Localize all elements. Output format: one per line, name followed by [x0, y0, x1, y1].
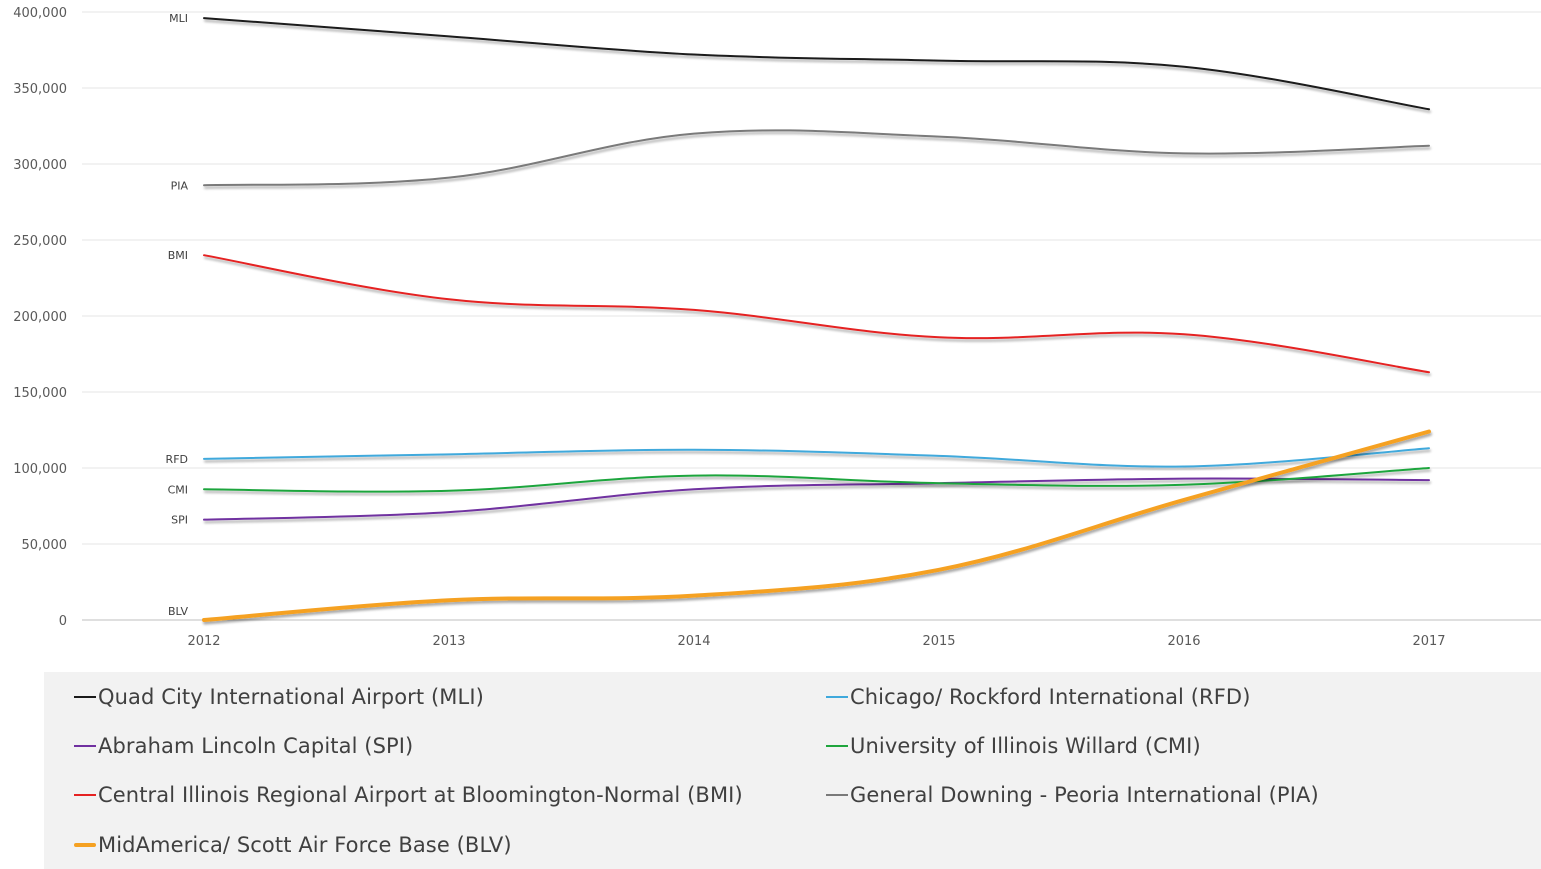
series-label-bmi: BMI [168, 249, 188, 262]
legend-item-pia: General Downing - Peoria International (… [826, 782, 1319, 808]
x-tick-label: 2014 [677, 634, 710, 649]
legend-item-bmi: Central Illinois Regional Airport at Blo… [74, 782, 743, 808]
series-line-mli [203, 17, 1430, 111]
y-tick-label: 350,000 [13, 82, 67, 97]
x-tick-label: 2012 [187, 634, 220, 649]
legend-swatch-cmi [826, 745, 848, 747]
legend-label-cmi: University of Illinois Willard (CMI) [850, 734, 1201, 758]
chart-area: 0 50,000 100,000 150,000 200,000 250,000 300,0… [13, 6, 1541, 649]
legend-swatch-pia [826, 794, 848, 796]
y-tick-label: 400,000 [13, 6, 67, 21]
legend: Quad City International Airport (MLI) Ch… [44, 672, 1541, 869]
y-tick-label: 50,000 [22, 538, 68, 553]
series-label-pia: PIA [171, 179, 189, 192]
legend-swatch-bmi [74, 794, 96, 796]
series-line-blv [202, 429, 1431, 622]
y-tick-label: 200,000 [13, 310, 67, 325]
series-lines [202, 17, 1431, 622]
y-tick-label: 100,000 [13, 462, 67, 477]
legend-label-mli: Quad City International Airport (MLI) [98, 685, 484, 709]
legend-label-pia: General Downing - Peoria International (… [850, 783, 1319, 807]
series-label-spi: SPI [171, 514, 188, 527]
x-tick-label: 2013 [432, 634, 465, 649]
legend-label-spi: Abraham Lincoln Capital (SPI) [98, 734, 414, 758]
series-start-labels: MLI RFD SPI CMI BMI PIA BLV [166, 12, 189, 618]
legend-label-bmi: Central Illinois Regional Airport at Blo… [98, 783, 743, 807]
series-label-blv: BLV [168, 605, 188, 618]
legend-item-spi: Abraham Lincoln Capital (SPI) [74, 733, 413, 759]
line-chart: 0 50,000 100,000 150,000 200,000 250,000 300,0… [13, 6, 1541, 649]
y-tick-label: 300,000 [13, 158, 67, 173]
series-line-spi [203, 477, 1430, 521]
x-tick-label: 2015 [922, 634, 955, 649]
legend-label-blv: MidAmerica/ Scott Air Force Base (BLV) [98, 833, 512, 857]
legend-item-mli: Quad City International Airport (MLI) [74, 684, 484, 710]
legend-swatch-spi [74, 745, 96, 747]
x-tick-label: 2017 [1412, 634, 1445, 649]
series-label-cmi: CMI [168, 483, 188, 496]
series-label-rfd: RFD [166, 453, 188, 466]
legend-swatch-blv [74, 843, 96, 847]
legend-item-rfd: Chicago/ Rockford International (RFD) [826, 684, 1251, 710]
legend-label-rfd: Chicago/ Rockford International (RFD) [850, 685, 1251, 709]
y-tick-label: 250,000 [13, 234, 67, 249]
legend-item-cmi: University of Illinois Willard (CMI) [826, 733, 1201, 759]
legend-item-blv: MidAmerica/ Scott Air Force Base (BLV) [74, 832, 512, 858]
y-tick-label: 0 [59, 614, 67, 629]
x-tick-label: 2016 [1167, 634, 1200, 649]
x-axis-tick-labels: 2012 2013 2014 2015 2016 2017 [187, 634, 1445, 649]
y-axis-tick-labels: 0 50,000 100,000 150,000 200,000 250,000 300,0… [13, 6, 67, 629]
legend-swatch-rfd [826, 696, 848, 698]
grid-lines [82, 11, 1541, 621]
series-label-mli: MLI [169, 12, 188, 25]
series-line-rfd [203, 447, 1430, 468]
legend-swatch-mli [74, 696, 96, 698]
series-line-cmi [203, 467, 1430, 493]
series-line-pia [203, 129, 1430, 187]
y-tick-label: 150,000 [13, 386, 67, 401]
series-line-bmi [203, 254, 1430, 374]
